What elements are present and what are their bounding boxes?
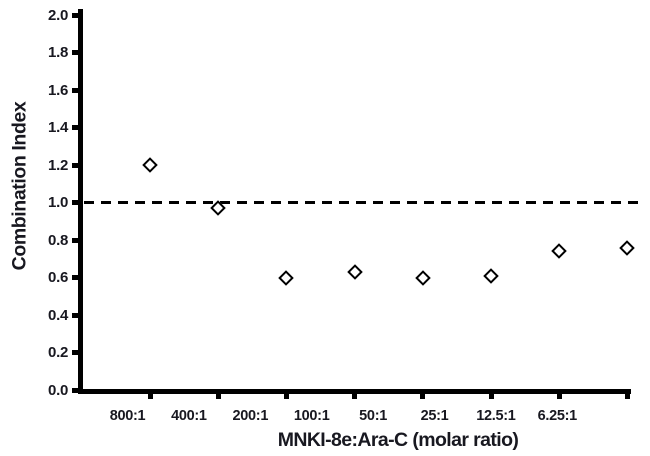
y-axis-tick	[72, 200, 79, 205]
y-axis-tick	[72, 12, 79, 18]
y-axis-tick	[72, 125, 79, 130]
y-tick-label: 0.0	[48, 381, 68, 399]
data-point-diamond	[483, 267, 499, 284]
y-tick-label: 1.8	[48, 44, 68, 61]
y-tick-label: 1.0	[48, 194, 68, 211]
x-tick-label: 400:1	[171, 408, 207, 424]
x-axis-tick	[624, 394, 630, 399]
data-point-diamond	[619, 239, 636, 256]
y-tick-label: 1.2	[48, 156, 68, 174]
x-axis-tick	[420, 394, 426, 399]
y-tick-label: 2.0	[48, 6, 68, 24]
x-tick-label: 800:1	[109, 408, 146, 424]
data-point-diamond	[278, 269, 295, 286]
data-point-diamond	[415, 269, 431, 286]
x-tick-label: 6.25:1	[537, 408, 578, 424]
y-axis-tick	[72, 312, 79, 318]
x-tick-label: 50:1	[359, 408, 387, 424]
y-tick-label: 1.6	[48, 81, 68, 99]
x-axis-tick	[147, 394, 153, 399]
data-point-diamond	[142, 157, 158, 173]
y-axis-tick	[72, 162, 79, 168]
y-axis-title: Combination Index	[8, 101, 31, 271]
reference-line-ci-1	[84, 201, 644, 204]
x-axis-tick	[215, 394, 221, 399]
x-tick-label: 12.5:1	[476, 408, 516, 424]
data-point-diamond	[551, 243, 567, 260]
x-tick-label: 200:1	[232, 408, 269, 424]
y-axis-tick	[72, 50, 79, 55]
y-tick-label: 1.4	[48, 119, 68, 136]
x-axis-tick	[488, 394, 494, 399]
y-axis-line	[78, 9, 83, 394]
x-axis-title: MNKI-8e:Ara-C (molar ratio)	[277, 429, 519, 451]
x-tick-label: 25:1	[420, 408, 449, 424]
x-axis-line	[78, 389, 631, 394]
y-tick-label: 0.4	[48, 306, 68, 324]
y-axis-tick	[72, 87, 79, 93]
x-axis-tick	[352, 394, 358, 399]
x-tick-label: 100:1	[293, 408, 330, 424]
y-tick-label: 0.6	[48, 269, 68, 286]
y-axis-tick	[72, 237, 79, 243]
y-axis-tick	[72, 275, 79, 280]
data-point-diamond	[346, 264, 363, 280]
y-tick-label: 0.2	[48, 344, 68, 361]
y-axis-tick	[72, 350, 79, 355]
y-axis-tick	[72, 387, 79, 393]
x-axis-tick	[556, 394, 562, 399]
x-axis-tick	[283, 394, 289, 399]
y-tick-label: 0.8	[48, 231, 68, 249]
